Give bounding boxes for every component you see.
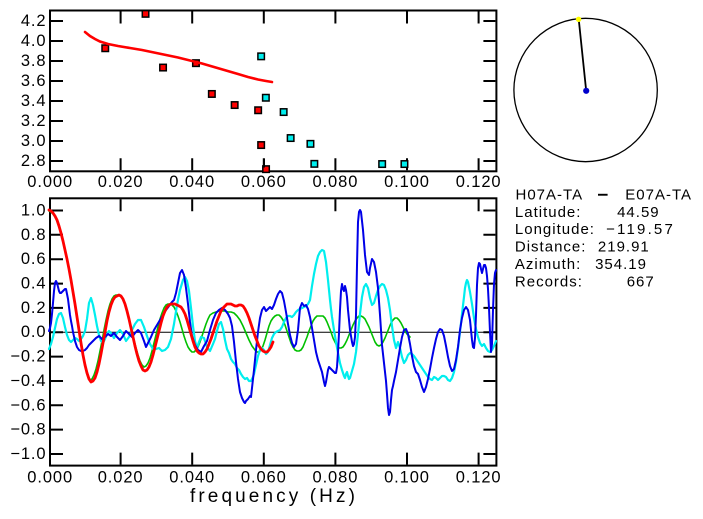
svg-text:Distance:: Distance: bbox=[515, 239, 587, 256]
svg-text:0.0: 0.0 bbox=[21, 323, 47, 341]
svg-text:0.060: 0.060 bbox=[241, 469, 287, 487]
svg-text:0.2: 0.2 bbox=[21, 299, 47, 317]
svg-text:Records:: Records: bbox=[515, 273, 583, 290]
svg-text:3.0: 3.0 bbox=[21, 132, 47, 150]
svg-text:0.000: 0.000 bbox=[27, 469, 73, 487]
svg-text:0.080: 0.080 bbox=[313, 469, 359, 487]
svg-text:3.8: 3.8 bbox=[21, 52, 47, 70]
svg-text:−0.2: −0.2 bbox=[10, 348, 46, 366]
svg-text:0.6: 0.6 bbox=[21, 250, 47, 268]
svg-text:2.8: 2.8 bbox=[21, 152, 47, 170]
svg-text:3.6: 3.6 bbox=[21, 72, 47, 90]
svg-text:−0.4: −0.4 bbox=[10, 372, 46, 390]
svg-text:3.4: 3.4 bbox=[21, 92, 47, 110]
svg-text:frequency (Hz): frequency (Hz) bbox=[190, 486, 358, 507]
svg-text:0.8: 0.8 bbox=[21, 226, 47, 244]
svg-text:0.080: 0.080 bbox=[313, 173, 359, 191]
svg-text:Latitude:: Latitude: bbox=[515, 204, 582, 221]
svg-text:−1.0: −1.0 bbox=[10, 445, 46, 463]
svg-text:0.060: 0.060 bbox=[241, 173, 287, 191]
svg-text:−0.8: −0.8 bbox=[10, 421, 46, 439]
svg-text:219.91: 219.91 bbox=[598, 239, 650, 256]
svg-text:0.020: 0.020 bbox=[98, 469, 144, 487]
svg-text:1.0: 1.0 bbox=[21, 202, 47, 220]
svg-text:0.120: 0.120 bbox=[456, 469, 502, 487]
svg-text:H07A-TA: H07A-TA bbox=[516, 186, 584, 203]
svg-text:0.040: 0.040 bbox=[169, 173, 215, 191]
svg-text:E07A-TA: E07A-TA bbox=[625, 186, 692, 203]
svg-text:4.0: 4.0 bbox=[21, 32, 47, 50]
svg-text:Longitude:: Longitude: bbox=[515, 221, 595, 238]
svg-text:4.2: 4.2 bbox=[21, 12, 47, 30]
svg-text:667: 667 bbox=[627, 273, 655, 290]
svg-text:0.040: 0.040 bbox=[169, 469, 215, 487]
svg-text:3.2: 3.2 bbox=[21, 112, 47, 130]
svg-text:0.100: 0.100 bbox=[384, 469, 430, 487]
svg-text:0.020: 0.020 bbox=[98, 173, 144, 191]
svg-text:−0.6: −0.6 bbox=[10, 396, 46, 414]
svg-text:−119.57: −119.57 bbox=[606, 221, 675, 238]
svg-text:0.000: 0.000 bbox=[27, 173, 73, 191]
svg-text:354.19: 354.19 bbox=[595, 256, 647, 273]
svg-text:44.59: 44.59 bbox=[617, 204, 660, 221]
svg-text:0.100: 0.100 bbox=[384, 173, 430, 191]
svg-text:0.120: 0.120 bbox=[456, 173, 502, 191]
svg-text:0.4: 0.4 bbox=[21, 275, 47, 293]
svg-text:Azimuth:: Azimuth: bbox=[515, 256, 581, 273]
